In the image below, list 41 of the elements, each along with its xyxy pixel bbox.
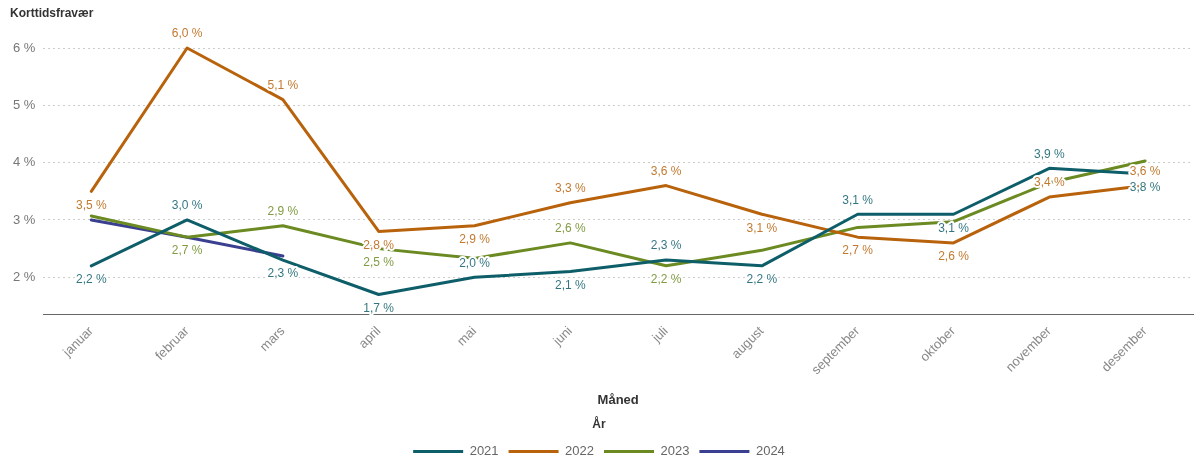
data-label: 5,1 %	[267, 77, 299, 92]
x-tick-label: april	[355, 323, 384, 352]
data-label: 2,3 %	[267, 266, 299, 281]
legend-label: 2022	[565, 443, 594, 459]
y-tick-label: 5 %	[12, 96, 36, 112]
data-label: 3,1 %	[938, 220, 970, 235]
data-label: 3,5 %	[75, 197, 107, 212]
data-label: 1,7 %	[363, 300, 395, 315]
y-tick-label: 2 %	[12, 268, 36, 284]
data-label: 3,3 %	[554, 181, 586, 196]
data-label: 3,9 %	[1033, 146, 1065, 161]
legend-label: 2023	[660, 443, 690, 459]
data-label: 3,1 %	[842, 192, 874, 207]
legend-label: 2024	[755, 443, 785, 459]
data-label: 2,2 %	[75, 272, 107, 287]
data-label: 2,6 %	[554, 221, 586, 236]
data-label: 3,0 %	[171, 198, 203, 213]
y-axis-title: Korttidsfravær	[10, 6, 94, 21]
legend-title: År	[592, 415, 606, 431]
x-axis-title: Måned	[597, 392, 639, 408]
data-label: 2,9 %	[267, 204, 299, 218]
x-tick-label: mai	[453, 323, 480, 349]
y-tick-label: 3 %	[12, 211, 36, 227]
x-tick-label: juni	[549, 323, 576, 349]
y-tick-label: 6 %	[12, 39, 36, 55]
y-tick-label: 4 %	[12, 154, 36, 170]
data-label: 2,2 %	[650, 272, 682, 287]
data-label: 3,1 %	[746, 220, 778, 235]
x-tick-label: juli	[648, 323, 671, 346]
data-label: 2,2 %	[746, 272, 778, 287]
data-label: 2,6 %	[938, 249, 970, 264]
data-label: 6,0 %	[171, 26, 203, 41]
data-label: 2,7 %	[842, 243, 874, 258]
legend-label: 2021	[469, 443, 499, 459]
data-label: 2,3 %	[650, 238, 682, 253]
data-label: 3,6 %	[650, 163, 682, 178]
data-label: 2,0 %	[459, 255, 491, 270]
data-label: 2,7 %	[171, 243, 203, 258]
data-label: 2,1 %	[554, 277, 586, 292]
data-label: 2,9 %	[459, 232, 491, 246]
data-label: 2,5 %	[363, 254, 395, 269]
